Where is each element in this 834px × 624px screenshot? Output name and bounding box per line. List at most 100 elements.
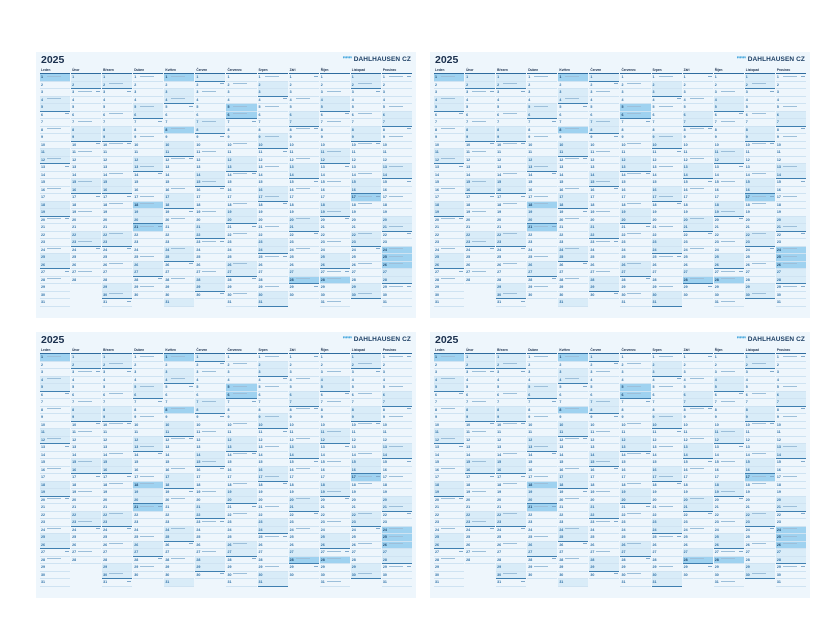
day-cell: 2 — [682, 362, 713, 369]
day-number: 19 — [134, 210, 139, 214]
day-note-line — [782, 535, 797, 537]
day-cell: 4 — [71, 97, 102, 104]
day-note-line — [47, 355, 61, 357]
day-cell: 24 — [682, 527, 713, 534]
day-number: 15 — [621, 460, 626, 464]
week-marker — [769, 143, 774, 144]
day-number: 14 — [745, 172, 750, 177]
day-cell: 7 — [164, 399, 195, 407]
day-number: 24 — [165, 247, 170, 252]
day-cell: 22 — [195, 231, 226, 239]
day-number: 15 — [528, 180, 533, 184]
day-number: 23 — [103, 240, 108, 244]
day-number: 1 — [258, 355, 261, 359]
day-number: 25 — [528, 255, 533, 259]
day-cell: 7 — [195, 399, 226, 407]
day-cell: 17 — [133, 474, 164, 482]
day-note-line — [534, 535, 549, 537]
day-note-line — [140, 255, 155, 257]
day-number: 11 — [103, 150, 107, 154]
day-cell: 15 — [195, 179, 226, 187]
day-number: 27 — [683, 270, 688, 274]
day-number: 14 — [621, 172, 626, 177]
day-cell: 20 — [434, 497, 465, 504]
day-number: 22 — [559, 232, 564, 237]
day-number: 27 — [528, 270, 533, 274]
day-list: 1 2 3 4 5 6 7 8 9 10 11 12 13 14 15 16 17 18 19 20 21 22 23 24 2… — [775, 354, 806, 594]
day-number: 28 — [134, 277, 139, 282]
day-cell: 7 — [465, 119, 496, 127]
day-cell: 16 — [133, 187, 164, 194]
day-note-line — [751, 233, 766, 234]
week-marker — [96, 248, 101, 249]
day-cell: 9 — [651, 134, 682, 142]
month-name: Květen — [164, 348, 195, 354]
day-cell: 8 — [350, 406, 381, 414]
day-number: 18 — [590, 202, 595, 207]
day-list: 1 2 3 4 5 6 7 8 9 10 11 12 13 14 15 16 17 18 19 20 21 22 23 24 2… — [620, 354, 651, 594]
day-number: 19 — [497, 210, 502, 214]
day-number: 12 — [72, 437, 77, 442]
day-cell: 17 — [350, 194, 381, 202]
day-number: 22 — [320, 512, 325, 517]
day-cell: 24 — [195, 247, 226, 254]
day-cell: 3 — [465, 369, 496, 377]
day-cell: 11 — [527, 149, 558, 157]
day-cell: 14 — [744, 452, 775, 459]
day-cell: 17 — [496, 474, 527, 482]
day-number: 8 — [165, 127, 168, 132]
day-number: 11 — [134, 430, 139, 434]
day-number: 20 — [258, 217, 263, 222]
day-cell: 22 — [527, 232, 558, 239]
day-number: 7 — [466, 400, 469, 404]
brand-logo: ❞❞❞ DAHLHAUSEN CZ — [343, 56, 411, 64]
day-number: 27 — [227, 550, 232, 554]
day-cell: 15 — [620, 459, 651, 467]
day-number: 11 — [41, 430, 45, 434]
day-number: 25 — [497, 535, 502, 539]
day-cell: 18 — [288, 202, 319, 209]
day-number: 5 — [714, 385, 717, 389]
day-cell: 9 — [496, 134, 527, 142]
day-note-line — [441, 248, 455, 249]
day-note-line — [472, 150, 487, 152]
day-cell: 1 — [434, 354, 465, 362]
week-marker — [459, 498, 464, 499]
day-cell: 11 — [775, 429, 806, 437]
day-number: 9 — [320, 415, 323, 419]
day-cell: 19 — [288, 489, 319, 497]
day-cell: 7 — [434, 119, 465, 127]
day-number: 26 — [559, 542, 564, 547]
day-cell: 2 — [133, 362, 164, 369]
day-number: 5 — [745, 105, 748, 109]
week-marker — [65, 498, 70, 499]
week-marker — [189, 105, 194, 107]
day-number: 28 — [351, 277, 356, 282]
day-number: 3 — [683, 90, 686, 94]
day-cell: 27 — [744, 269, 775, 277]
day-cell: 3 — [558, 369, 589, 377]
day-number: 14 — [165, 452, 170, 457]
week-marker — [552, 120, 557, 122]
day-cell: 12 — [744, 157, 775, 164]
day-number: 18 — [466, 482, 471, 487]
day-number: 23 — [683, 240, 688, 244]
day-cell: 13 — [682, 444, 713, 452]
week-marker — [459, 218, 464, 219]
day-cell: 10 — [713, 142, 744, 149]
day-number: 12 — [528, 157, 533, 162]
day-number: 13 — [528, 165, 533, 169]
day-cell: 17 — [496, 194, 527, 202]
day-number: 23 — [497, 240, 502, 244]
week-marker — [375, 90, 380, 92]
day-cell: 20 — [381, 496, 412, 504]
day-cell: 5 — [319, 104, 350, 112]
day-note-line — [441, 218, 455, 219]
day-number: 26 — [559, 262, 564, 267]
day-number: 31 — [714, 300, 719, 304]
day-number: 4 — [320, 97, 323, 102]
day-cell: 29 — [133, 284, 164, 292]
day-number: 20 — [227, 217, 232, 222]
day-list: 1 2 3 4 5 6 7 8 9 10 11 12 13 14 15 16 17 18 19 20 21 22 23 24 2… — [434, 354, 465, 594]
day-cell: 7 — [350, 399, 381, 407]
